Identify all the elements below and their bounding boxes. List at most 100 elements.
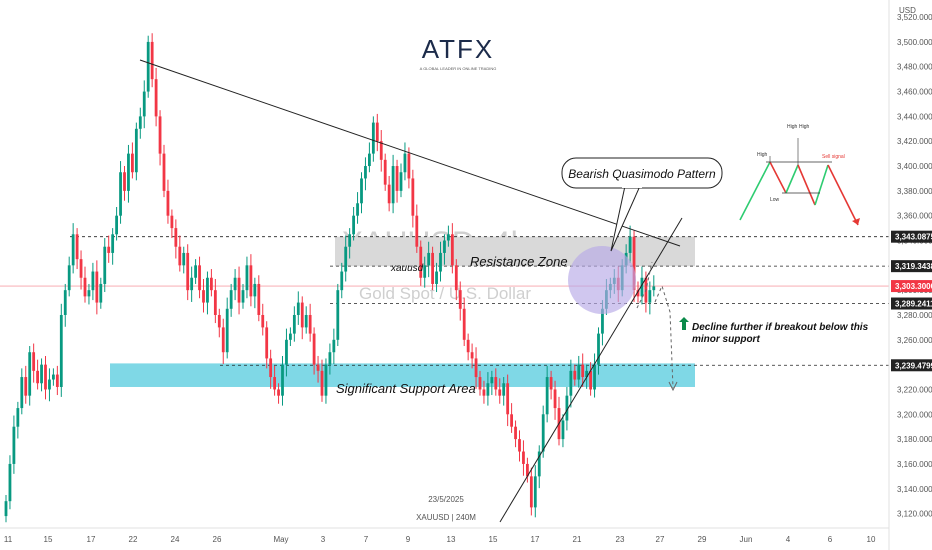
- candle-body: [529, 476, 533, 508]
- candle-body: [174, 228, 178, 247]
- candle-body: [233, 277, 237, 291]
- projection-arrowhead: [668, 381, 678, 392]
- candle-body: [107, 246, 111, 253]
- candle-body: [549, 377, 553, 390]
- price-tag-label: 3,289.2411: [895, 300, 932, 309]
- candle-body: [213, 290, 217, 315]
- candle-body: [431, 252, 434, 284]
- time-tick-label: 23: [616, 535, 625, 544]
- price-tick-label: 3,480.0000: [897, 63, 932, 72]
- up-arrow-icon: [679, 317, 689, 330]
- time-tick-label: 13: [447, 535, 456, 544]
- candle-body: [545, 377, 549, 415]
- time-tick-label: Jun: [740, 535, 753, 544]
- candle-body: [597, 333, 600, 365]
- qm-schematic-inset: High High High Low Sell signal: [739, 124, 860, 226]
- candle-body: [138, 116, 142, 129]
- time-tick-label: 15: [489, 535, 498, 544]
- candle-body: [415, 215, 419, 247]
- candle-body: [24, 377, 28, 396]
- price-tag-label: 3,319.3438: [895, 262, 932, 271]
- candle-body: [537, 451, 541, 477]
- price-tick-label: 3,140.0000: [897, 485, 932, 494]
- candle-body: [526, 463, 529, 477]
- decline-note-line2: minor support: [692, 334, 760, 345]
- candle-body: [162, 153, 166, 191]
- candle-body: [150, 41, 154, 80]
- candle-body: [352, 215, 355, 235]
- candle-body: [593, 364, 596, 390]
- candle-body: [371, 122, 375, 154]
- candle-body: [296, 302, 300, 315]
- candle-body: [40, 364, 43, 384]
- candle-body: [478, 377, 482, 390]
- candle-body: [498, 389, 502, 396]
- candle-body: [450, 234, 454, 266]
- support-zone-label: Significant Support Area: [336, 381, 476, 396]
- price-tick-label: 3,200.0000: [897, 410, 932, 419]
- time-tick-label: 15: [44, 535, 53, 544]
- candle-body: [186, 252, 190, 291]
- candle-body: [8, 463, 12, 502]
- candle-body: [636, 290, 640, 297]
- price-tick-label: 3,120.0000: [897, 510, 932, 519]
- time-tick-label: 17: [531, 535, 540, 544]
- time-tick-label: 27: [656, 535, 665, 544]
- candle-body: [585, 370, 589, 378]
- candle-body: [502, 383, 506, 396]
- time-tick-label: 17: [87, 535, 96, 544]
- price-tick-label: 3,280.0000: [897, 311, 932, 320]
- candle-body: [533, 476, 537, 508]
- price-tick-label: 3,220.0000: [897, 385, 932, 394]
- ascending-trendline: [499, 217, 683, 523]
- price-tag: [891, 280, 932, 293]
- price-tag: [891, 230, 932, 243]
- candle-body: [245, 265, 249, 291]
- price-tick-label: 3,260.0000: [897, 336, 932, 345]
- candle-body: [628, 236, 632, 253]
- price-tick-label: 3,420.0000: [897, 137, 932, 146]
- candle-body: [379, 141, 383, 160]
- candle-body: [285, 339, 288, 365]
- descending-trendline: [139, 59, 681, 247]
- candle-body: [348, 234, 352, 247]
- candle-body: [328, 352, 332, 365]
- candle-body: [20, 377, 24, 409]
- candle-body: [55, 374, 59, 387]
- candle-body: [399, 172, 403, 191]
- candle-body: [387, 184, 391, 204]
- inset-low-label: Low: [770, 197, 780, 203]
- candle-body: [395, 166, 399, 191]
- price-tick-label: 3,180.0000: [897, 435, 932, 444]
- candle-body: [281, 364, 284, 396]
- candle-body: [229, 290, 233, 309]
- projection-path: [636, 261, 674, 389]
- candle-body: [206, 277, 209, 303]
- candle-body: [16, 408, 20, 427]
- candle-body: [391, 166, 395, 204]
- time-tick-label: May: [273, 535, 288, 544]
- candle-body: [553, 389, 557, 409]
- footer-date: 23/5/2025: [428, 495, 464, 504]
- candle-body: [225, 308, 229, 353]
- candle-body: [522, 451, 525, 464]
- candle-body: [652, 286, 656, 291]
- candle-body: [403, 153, 407, 173]
- candle-body: [541, 414, 545, 452]
- candle-body: [63, 290, 67, 315]
- candle-body: [277, 389, 280, 396]
- price-tick-label: 3,360.0000: [897, 212, 932, 221]
- candle-body: [253, 283, 257, 297]
- price-tag-label: 3,303.3000: [895, 282, 932, 291]
- price-tag-label: 3,343.0875: [895, 233, 932, 242]
- candle-body: [202, 290, 205, 303]
- candle-body: [458, 290, 462, 309]
- candle-body: [320, 370, 324, 396]
- candle-body: [407, 153, 411, 179]
- candle-body: [462, 308, 466, 340]
- candle-body: [601, 308, 604, 334]
- candle-body: [632, 236, 636, 291]
- candle-body: [154, 79, 158, 117]
- price-tag: [891, 297, 932, 310]
